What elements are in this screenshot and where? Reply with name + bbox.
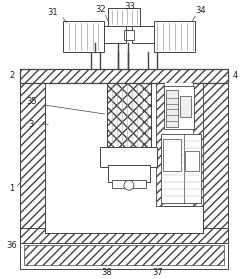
Bar <box>164 139 181 170</box>
Bar <box>20 228 229 243</box>
Text: 34: 34 <box>196 6 206 15</box>
Bar <box>156 83 166 206</box>
Bar <box>112 180 146 188</box>
Text: 36: 36 <box>6 241 17 250</box>
Bar <box>193 83 203 206</box>
Bar <box>185 151 199 170</box>
Bar <box>45 80 203 233</box>
Bar <box>108 165 150 182</box>
Bar <box>156 83 203 206</box>
Bar <box>63 21 104 52</box>
Text: 33: 33 <box>124 2 135 11</box>
Text: 35: 35 <box>26 97 37 106</box>
Bar <box>166 90 178 127</box>
Text: 2: 2 <box>9 71 14 80</box>
Bar <box>180 96 191 117</box>
Bar <box>126 30 134 40</box>
Bar <box>164 86 194 129</box>
Text: 3: 3 <box>29 120 34 129</box>
Bar <box>20 232 229 269</box>
Bar <box>20 69 229 83</box>
Bar <box>162 134 201 203</box>
Bar <box>124 30 132 40</box>
Bar <box>166 83 193 206</box>
Bar <box>20 80 45 233</box>
Bar <box>107 83 150 149</box>
Circle shape <box>124 180 134 190</box>
Bar <box>20 69 229 83</box>
Bar <box>154 21 195 52</box>
Bar <box>132 26 154 44</box>
Text: 4: 4 <box>233 71 238 80</box>
Bar <box>108 8 140 26</box>
Bar <box>20 232 229 243</box>
Text: 1: 1 <box>9 184 14 193</box>
Bar <box>100 147 158 167</box>
Text: 37: 37 <box>152 268 163 277</box>
Text: 32: 32 <box>95 6 106 15</box>
Bar <box>107 83 150 149</box>
Bar <box>104 26 126 44</box>
Bar <box>24 245 224 265</box>
Text: 31: 31 <box>48 8 58 18</box>
Text: 38: 38 <box>101 268 112 277</box>
Bar <box>203 80 228 233</box>
